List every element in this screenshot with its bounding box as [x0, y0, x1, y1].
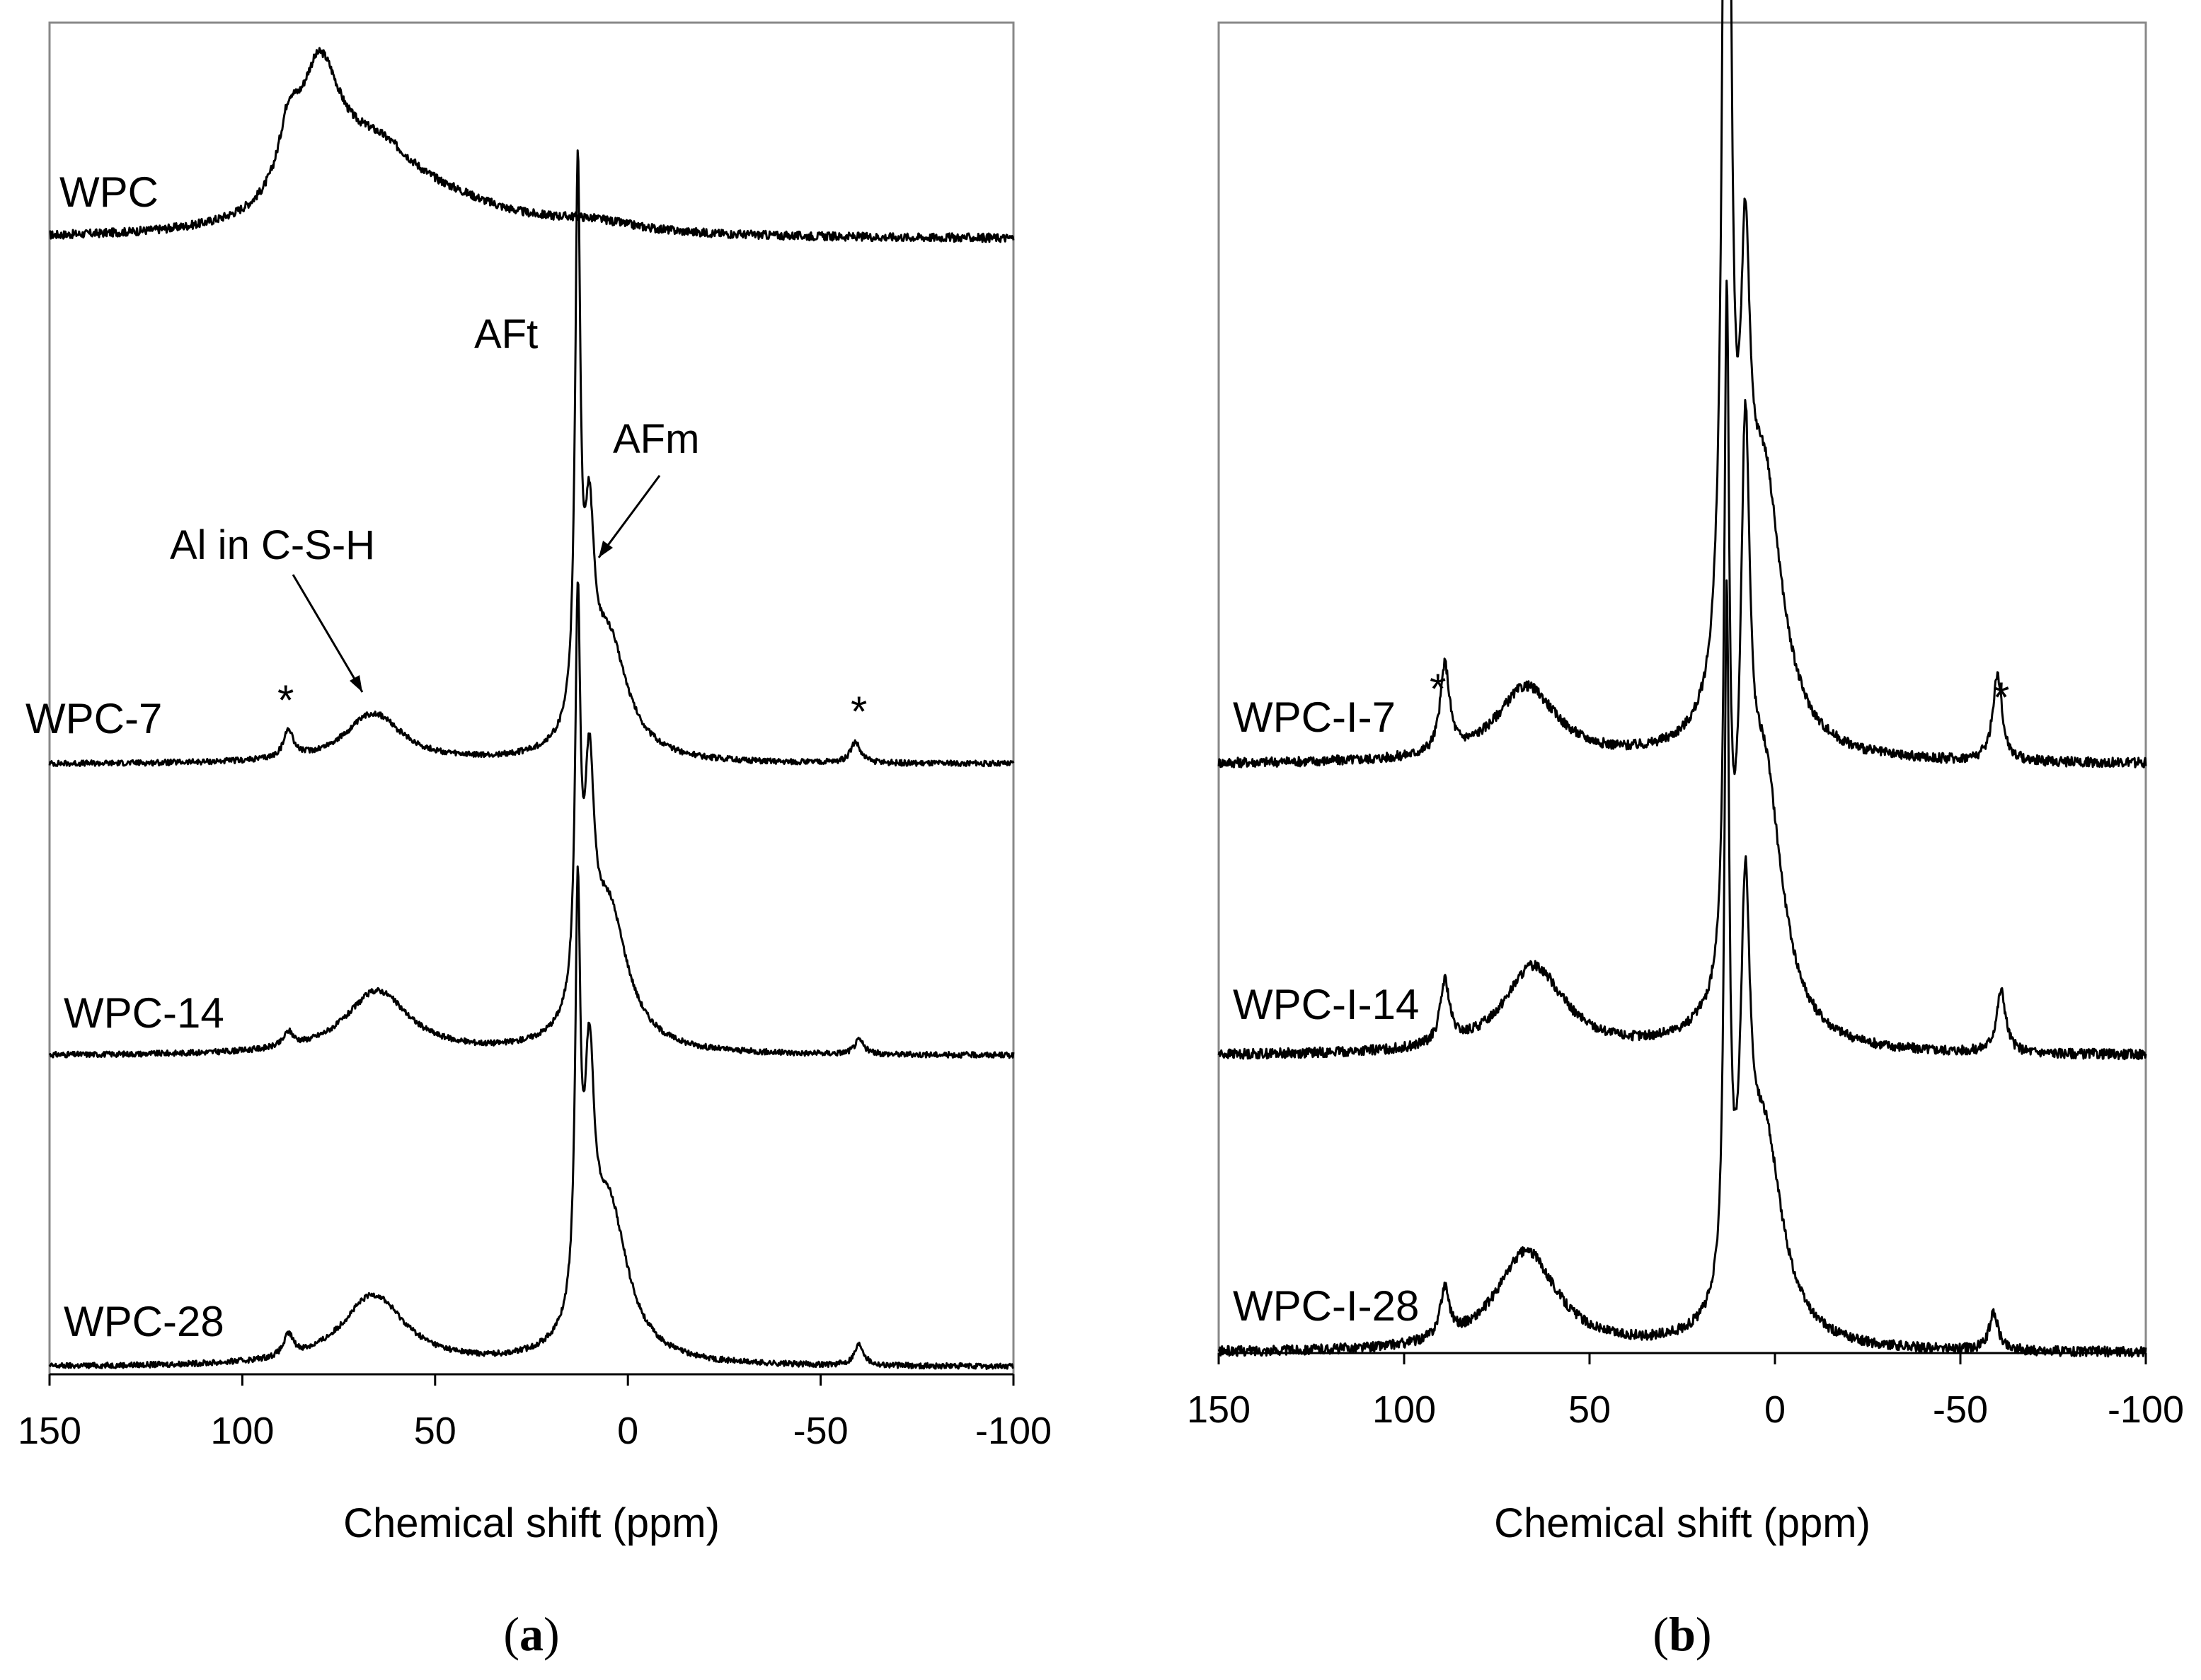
x-tick-label: 100 [1372, 1388, 1436, 1431]
sideband-star-left-a: * [277, 677, 294, 724]
series-label-wpc-14: WPC-14 [64, 989, 224, 1037]
trace-wpc-i-7 [1217, 0, 2147, 769]
traces-b [1217, 0, 2147, 1358]
panel-caption-b: (b) [1653, 1607, 1711, 1661]
series-label-wpc-i-28: WPC-I-28 [1233, 1282, 1419, 1330]
panel-caption-a: (a) [503, 1607, 559, 1661]
x-tick-label: -100 [975, 1410, 1052, 1452]
series-label-wpc-i-14: WPC-I-14 [1233, 981, 1419, 1028]
x-tick-label: 150 [18, 1410, 81, 1452]
trace-wpc-7 [48, 149, 1015, 768]
x-tick-label: 150 [1187, 1388, 1251, 1431]
trace-wpc [49, 47, 1015, 243]
sideband-star-right-b: * [1993, 674, 2009, 721]
series-label-wpc-7: WPC-7 [25, 695, 162, 742]
sideband-star-left-b: * [1430, 665, 1446, 713]
arrow-head-al-in-csh [350, 675, 362, 692]
x-ticks-b: 150 100 50 0 -50 -100 [1187, 1353, 2184, 1431]
x-tick-label: -100 [2108, 1388, 2184, 1431]
x-tick-label: 0 [617, 1410, 638, 1452]
trace-wpc-i-14 [1217, 280, 2147, 1061]
arrow-afm [597, 475, 661, 558]
x-tick-label: -50 [793, 1410, 849, 1452]
trace-wpc-28 [48, 865, 1014, 1371]
arrow-head-afm [599, 541, 613, 558]
x-tick-label: -50 [1933, 1388, 1988, 1431]
x-tick-label: 100 [210, 1410, 274, 1452]
traces-a [48, 47, 1015, 1371]
panel-b: 150 100 50 0 -50 -100 Chemical shift (ppm) WP… [1187, 0, 2184, 1661]
annotation-afm: AFm [613, 416, 699, 462]
annotation-aft: AFt [474, 311, 538, 357]
annotation-al-in-csh: Al in C-S-H [170, 522, 375, 568]
panel-a: 150 100 50 0 -50 -100 Chemical shift (ppm) WP… [18, 21, 1052, 1661]
series-label-wpc-i-7: WPC-I-7 [1233, 694, 1396, 741]
x-tick-label: 0 [1764, 1388, 1786, 1431]
arrow-al-in-csh [292, 574, 364, 693]
trace-wpc-14 [48, 581, 1015, 1059]
sideband-star-right-a: * [851, 688, 867, 735]
series-label-wpc: WPC [59, 168, 159, 216]
x-ticks-a: 150 100 50 0 -50 -100 [18, 1374, 1052, 1452]
x-tick-label: 50 [414, 1410, 456, 1452]
x-tick-label: 50 [1568, 1388, 1611, 1431]
x-axis-label-a: Chemical shift (ppm) [343, 1500, 720, 1546]
series-label-wpc-28: WPC-28 [64, 1298, 224, 1345]
trace-wpc-i-28 [1217, 579, 2147, 1358]
x-axis-label-b: Chemical shift (ppm) [1494, 1500, 1870, 1546]
